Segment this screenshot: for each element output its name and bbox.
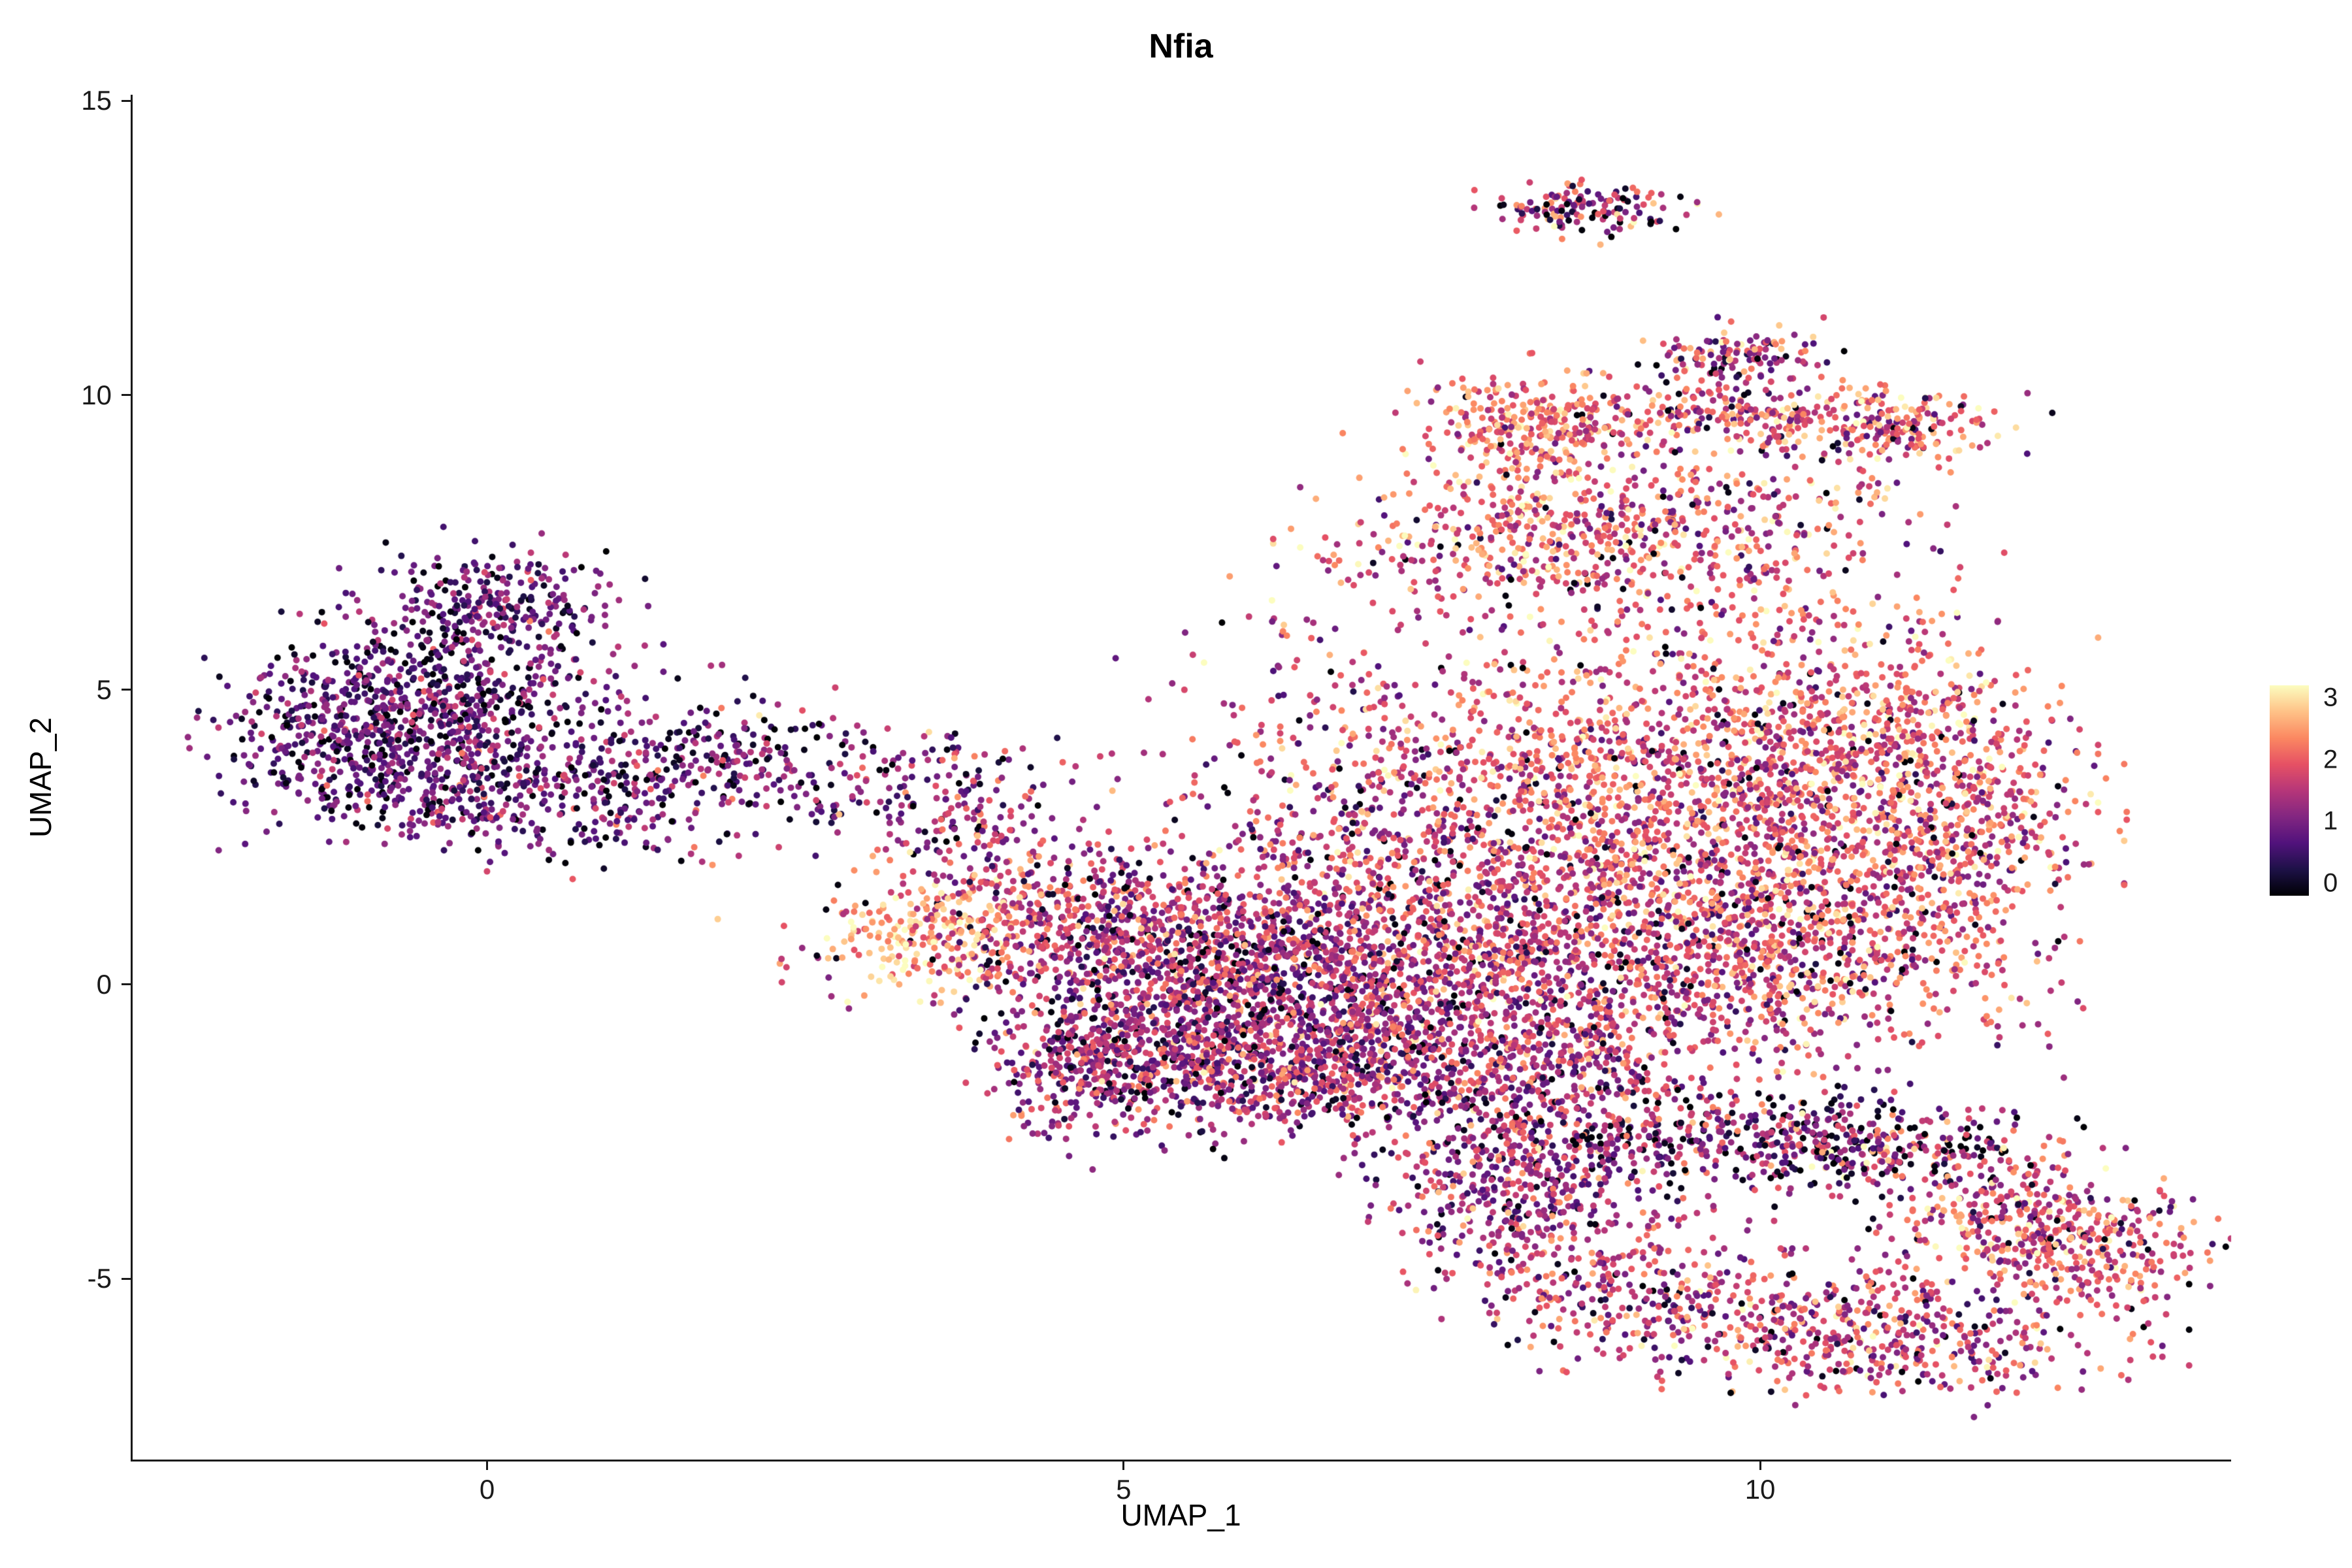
colorbar-tick-label: 1 [2323,806,2338,836]
y-axis-tick [122,99,131,102]
y-axis-title: UMAP_2 [24,717,57,838]
y-axis-tick-label: 5 [96,674,112,705]
y-axis-tick-label: 10 [81,379,112,410]
x-axis-tick-label: 0 [479,1474,495,1505]
colorbar-tick-label: 3 [2323,683,2338,712]
y-axis-tick [122,1277,131,1280]
y-axis-tick-label: 15 [81,85,112,116]
x-axis-title: UMAP_1 [1120,1498,1241,1532]
y-axis-tick [122,394,131,397]
colorbar-gradient [2270,685,2309,896]
y-axis-tick [122,689,131,691]
colorbar-tick-label: 0 [2323,868,2338,898]
y-axis-tick [122,983,131,986]
x-axis-tick-label: 10 [1744,1474,1776,1505]
x-axis-tick-label: 5 [1116,1474,1132,1505]
x-axis-tick [486,1462,489,1470]
x-axis-tick [1759,1462,1761,1470]
y-axis-tick-label: -5 [87,1263,112,1294]
colorbar-tick-label: 2 [2323,745,2338,774]
y-axis-tick-label: 0 [96,968,112,1000]
x-axis-tick [1122,1462,1125,1470]
